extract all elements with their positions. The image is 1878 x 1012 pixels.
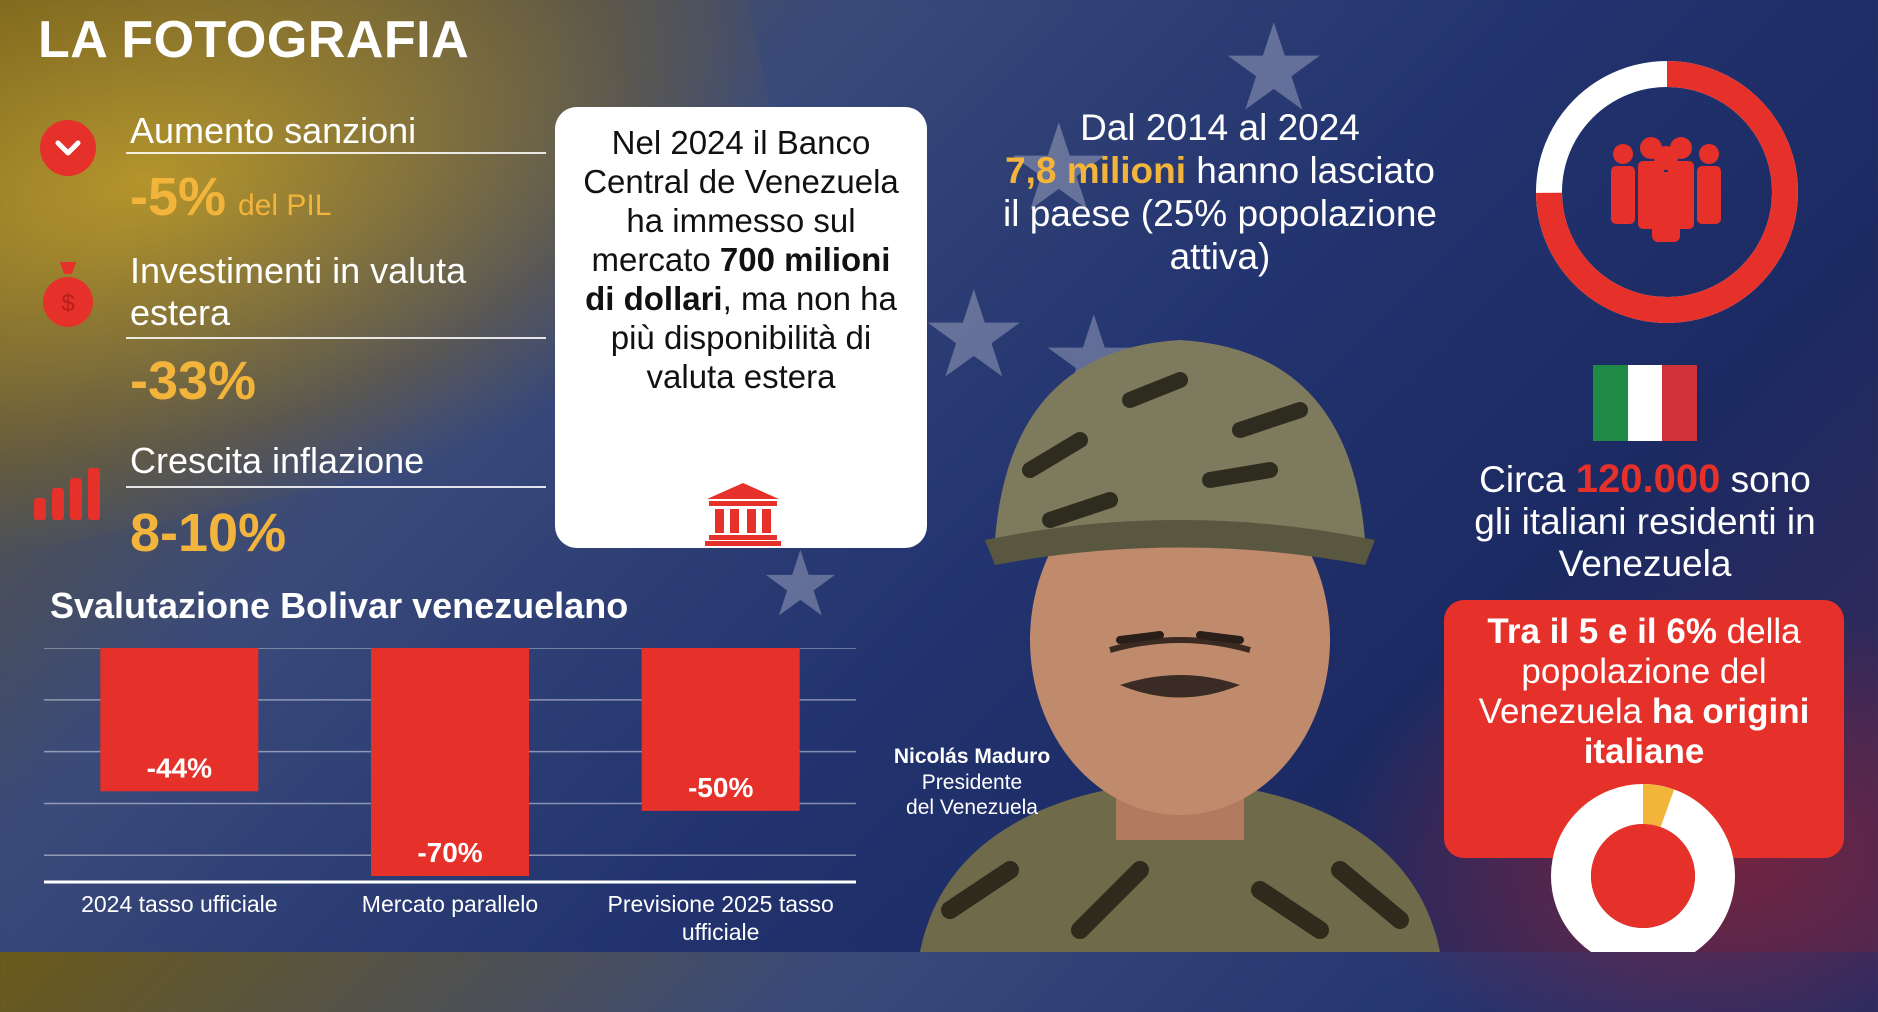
x-tick-label: Mercato parallelo — [362, 891, 538, 917]
bar-value-label: -70% — [417, 837, 482, 868]
bar-value-label: -50% — [688, 772, 753, 803]
italians-text-part: Circa — [1479, 459, 1576, 500]
bank-icon — [703, 481, 783, 552]
bar-chart-icon — [32, 466, 104, 522]
bar — [100, 648, 259, 792]
kpi-unit: del PIL — [238, 189, 332, 222]
origins-text: Tra il 5 e il 6% della popolazione del V… — [1462, 612, 1826, 772]
kpi-number: -5% — [130, 167, 227, 227]
bank-card: Nel 2024 il Banco Central de Venezuela h… — [555, 107, 927, 548]
kpi-label: Crescita inflazione — [130, 440, 425, 481]
origins-line: Tra il 5 e il 6% della — [1462, 612, 1826, 652]
star-decoration: ★ — [1005, 101, 1113, 235]
emigration-donut — [1533, 58, 1801, 326]
italians-line: Venezuela — [1558, 543, 1732, 584]
person-role-line: del Venezuela — [906, 796, 1038, 819]
person-name: Nicolás Maduro — [893, 745, 1051, 768]
bank-text-part: Nel 2024 il Banco Central de Venezuela h… — [583, 124, 899, 278]
italians-line: Circa 120.000 sono — [1450, 458, 1840, 501]
origins-bold: Tra il 5 e il 6% — [1487, 612, 1717, 651]
kpi-value: 8-10% — [130, 503, 287, 563]
origins-text-part: Venezuela — [1478, 692, 1652, 731]
origins-donut — [1543, 776, 1743, 952]
kpi-value: -5% del PIL — [130, 166, 331, 228]
bar-value-label: -44% — [147, 752, 212, 783]
chart-title: Svalutazione Bolivar venezuelano — [50, 585, 629, 626]
italians-text: Circa 120.000 sono gli italiani resident… — [1450, 458, 1840, 585]
emigration-text-part: hanno lasciato — [1186, 150, 1435, 191]
star-decoration: ★ — [920, 268, 1028, 402]
money-bag-icon: $ — [40, 258, 96, 328]
italy-flag-icon — [1593, 365, 1698, 441]
bar-chart: -44% 2024 tasso ufficiale -70% Mercato para… — [44, 648, 856, 945]
kpi-label-line: Investimenti in valuta — [130, 250, 467, 291]
bank-card-text: Nel 2024 il Banco Central de Venezuela h… — [581, 123, 901, 396]
italians-text-part: sono — [1720, 459, 1811, 500]
x-tick-label: ufficiale — [682, 919, 760, 945]
person-role: Presidente del Venezuela — [872, 770, 1072, 820]
kpi-label-line: estera — [130, 292, 231, 333]
kpi-value: -33% — [130, 351, 257, 411]
emigration-text: Dal 2014 al 2024 7,8 milioni hanno lasci… — [955, 106, 1485, 278]
flag-stripe — [1593, 365, 1628, 441]
emigration-line: 7,8 milioni hanno lasciato — [955, 149, 1485, 192]
page-title: LA FOTOGRAFIA — [38, 11, 470, 69]
origins-bold: ha origini — [1651, 692, 1810, 731]
kpi-label: Aumento sanzioni — [130, 110, 417, 151]
emigration-line: il paese (25% popolazione — [1002, 193, 1438, 234]
emigration-line: Dal 2014 al 2024 — [1080, 107, 1360, 148]
origins-text-part: della — [1716, 612, 1801, 651]
italians-number: 120.000 — [1575, 457, 1721, 501]
people-icon — [1611, 137, 1721, 242]
portrait-illustration — [880, 310, 1480, 952]
origins-line: popolazione del — [1521, 652, 1767, 691]
chevron-down-icon — [40, 120, 96, 176]
flag-stripe — [1662, 365, 1698, 441]
italians-line: gli italiani residenti in — [1474, 501, 1816, 542]
svg-text:$: $ — [61, 290, 74, 317]
divider — [126, 486, 546, 488]
bank-text-bold: 700 milioni di dollari — [585, 241, 891, 317]
origins-line: Venezuela ha origini — [1462, 692, 1826, 732]
star-decoration: ★ — [760, 535, 841, 635]
origins-line: italiane — [1462, 732, 1826, 772]
emigration-highlight: 7,8 milioni — [1005, 150, 1187, 191]
kpi-label: Investimenti in valuta estera — [130, 250, 466, 334]
divider — [126, 152, 546, 154]
star-decoration: ★ — [1220, 1, 1328, 135]
bar — [641, 648, 800, 811]
person-role-line: Presidente — [921, 771, 1023, 794]
x-tick-label: 2024 tasso ufficiale — [81, 891, 278, 917]
bar — [371, 648, 529, 876]
divider — [126, 337, 546, 339]
x-tick-label: Previsione 2025 tasso — [608, 891, 834, 917]
bank-text-part: , ma non ha più disponibilità di valuta … — [610, 280, 897, 395]
emigration-line: attiva) — [1169, 236, 1271, 277]
origins-bold: italiane — [1583, 732, 1705, 771]
flag-stripe — [1627, 365, 1663, 441]
